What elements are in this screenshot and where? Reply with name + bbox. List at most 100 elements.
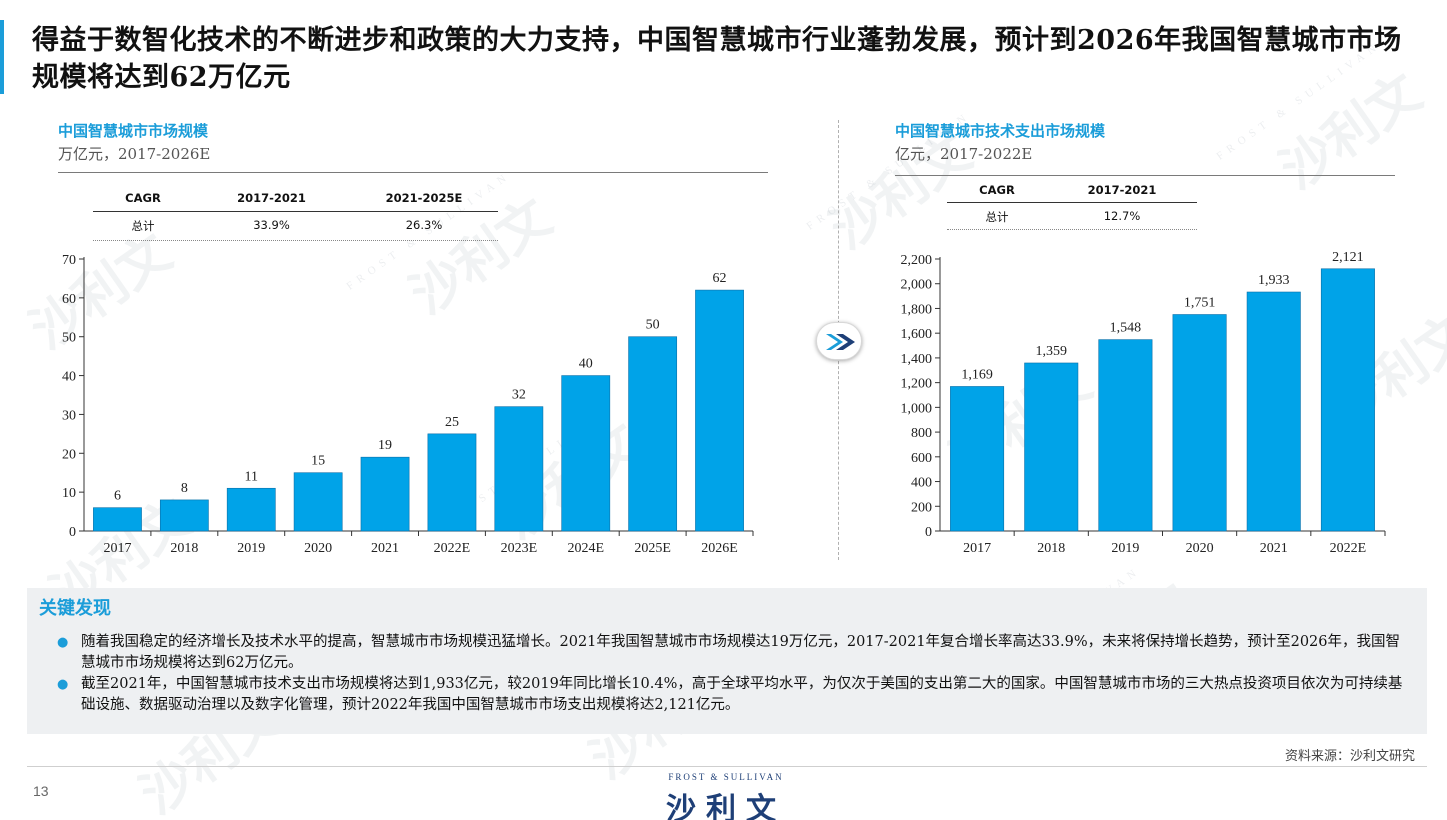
key-findings-list: ● 随着我国稳定的经济增长及技术水平的提高，智慧城市市场规模迅猛增长。2021年… — [57, 632, 1412, 716]
bar — [1320, 268, 1375, 532]
data-label: 19 — [378, 438, 392, 453]
data-label: 1,359 — [1036, 344, 1068, 359]
y-tick-label: 2,200 — [901, 253, 933, 268]
data-label: 32 — [512, 388, 526, 403]
left-header-rule — [58, 172, 768, 173]
left-chart-subtitle: 万亿元，2017-2026E — [58, 145, 211, 163]
data-label: 11 — [245, 469, 258, 484]
cagr-header: 2017-2021 — [237, 191, 306, 205]
bar — [360, 456, 410, 532]
x-tick-label: 2022E — [1330, 541, 1367, 556]
x-tick-label: 2020 — [304, 541, 332, 556]
left-bar-chart: 0 10 20 30 40 50 60 70 6 2017 8 2018 11 2019 15 2020 19 2… — [62, 253, 754, 556]
cagr-row-label: 总计 — [985, 210, 1009, 224]
y-tick-label: 60 — [62, 292, 76, 307]
right-chart-title: 中国智慧城市技术支出市场规模 — [895, 122, 1106, 140]
x-tick-label: 2018 — [170, 541, 198, 556]
cagr-value: 12.7% — [1103, 209, 1141, 223]
y-tick-label: 0 — [925, 525, 932, 540]
x-tick-label: 2017 — [963, 541, 991, 556]
bar — [561, 375, 611, 532]
footer-logo: 沙利文 — [666, 792, 786, 820]
y-tick-label: 1,200 — [901, 377, 933, 392]
bar — [950, 386, 1005, 532]
footer-rule — [27, 766, 1427, 767]
y-tick-label: 70 — [62, 253, 76, 268]
left-cagr-table: CAGR 2017-2021 2021-2025E 总计 33.9% 26.3% — [93, 188, 498, 242]
bullet-icon: ● — [57, 635, 69, 650]
bar — [293, 472, 343, 532]
y-tick-label: 2,000 — [901, 278, 933, 293]
cagr-header: 2021-2025E — [385, 191, 463, 205]
bar — [1172, 314, 1227, 532]
bar — [226, 487, 276, 532]
y-tick-label: 600 — [911, 451, 932, 466]
bullet-icon: ● — [57, 677, 69, 692]
x-tick-label: 2018 — [1037, 541, 1065, 556]
data-label: 6 — [114, 489, 121, 504]
data-label: 1,548 — [1110, 321, 1142, 336]
bar — [427, 433, 477, 532]
bar — [695, 289, 744, 532]
y-tick-label: 1,800 — [901, 302, 933, 317]
bar — [159, 499, 209, 532]
footer-logo-text: FROST & SULLIVAN — [668, 772, 784, 782]
cagr-value: 26.3% — [405, 218, 443, 232]
cagr-header: 2017-2021 — [1087, 183, 1157, 197]
y-tick-label: 30 — [62, 408, 76, 423]
x-tick-label: 2026E — [701, 541, 738, 556]
y-tick-label: 400 — [911, 476, 932, 491]
data-label: 62 — [713, 271, 727, 286]
cagr-row-label: 总计 — [131, 219, 155, 233]
data-label: 1,169 — [961, 367, 993, 382]
y-tick-label: 0 — [69, 525, 76, 540]
right-bar-chart: 0 200 400 600 800 1,000 1,200 1,400 1,600 1,800 2,… — [901, 250, 1386, 556]
data-label: 2,121 — [1332, 250, 1364, 265]
x-tick-label: 2022E — [434, 541, 471, 556]
y-tick-label: 800 — [911, 426, 932, 441]
left-chart-title: 中国智慧城市市场规模 — [58, 122, 209, 140]
page-title: 得益于数智化技术的不断进步和政策的大力支持，中国智慧城市行业蓬勃发展，预计到20… — [32, 25, 1402, 93]
bar — [1246, 291, 1301, 532]
data-label: 25 — [445, 415, 459, 430]
data-label: 40 — [579, 357, 593, 372]
double-chevron-right-icon — [816, 322, 862, 360]
finding-item: ● 随着我国稳定的经济增长及技术水平的提高，智慧城市市场规模迅猛增长。2021年… — [57, 632, 1412, 674]
x-tick-label: 2019 — [237, 541, 265, 556]
key-findings-title: 关键发现 — [39, 598, 111, 619]
finding-item: ● 截至2021年，中国智慧城市技术支出市场规模将达到1,933亿元，较2019… — [57, 674, 1412, 716]
x-tick-label: 2023E — [501, 541, 538, 556]
bar — [628, 336, 678, 532]
x-tick-label: 2021 — [371, 541, 399, 556]
data-label: 15 — [311, 454, 325, 469]
bar — [93, 507, 142, 532]
data-label: 1,933 — [1258, 273, 1290, 288]
data-label: 1,751 — [1184, 296, 1216, 311]
cagr-header: CAGR — [125, 191, 161, 205]
y-tick-label: 10 — [62, 486, 76, 501]
y-tick-label: 40 — [62, 370, 76, 385]
x-tick-label: 2021 — [1260, 541, 1288, 556]
key-findings-box: 关键发现 ● 随着我国稳定的经济增长及技术水平的提高，智慧城市市场规模迅猛增长。… — [27, 588, 1427, 734]
data-label: 50 — [646, 318, 660, 333]
data-label: 8 — [181, 481, 188, 496]
cagr-value: 33.9% — [253, 218, 290, 232]
y-tick-label: 20 — [62, 447, 76, 462]
bar — [494, 406, 544, 532]
y-tick-label: 1,600 — [901, 327, 933, 342]
y-tick-label: 50 — [62, 331, 76, 346]
y-tick-label: 1,400 — [901, 352, 933, 367]
x-tick-label: 2020 — [1186, 541, 1214, 556]
cagr-header: CAGR — [979, 183, 1015, 197]
right-chart-subtitle: 亿元，2017-2022E — [895, 145, 1033, 163]
bar — [1024, 362, 1079, 532]
bar — [1098, 339, 1153, 532]
y-tick-label: 1,000 — [901, 401, 933, 416]
source-note: 资料来源：沙利文研究 — [1284, 749, 1415, 764]
x-tick-label: 2017 — [103, 541, 131, 556]
right-header-rule — [895, 175, 1395, 176]
page-number: 13 — [33, 783, 49, 799]
title-accent-bar — [0, 20, 4, 94]
finding-text: 截至2021年，中国智慧城市技术支出市场规模将达到1,933亿元，较2019年同… — [81, 676, 1403, 713]
finding-text: 随着我国稳定的经济增长及技术水平的提高，智慧城市市场规模迅猛增长。2021年我国… — [81, 634, 1401, 671]
